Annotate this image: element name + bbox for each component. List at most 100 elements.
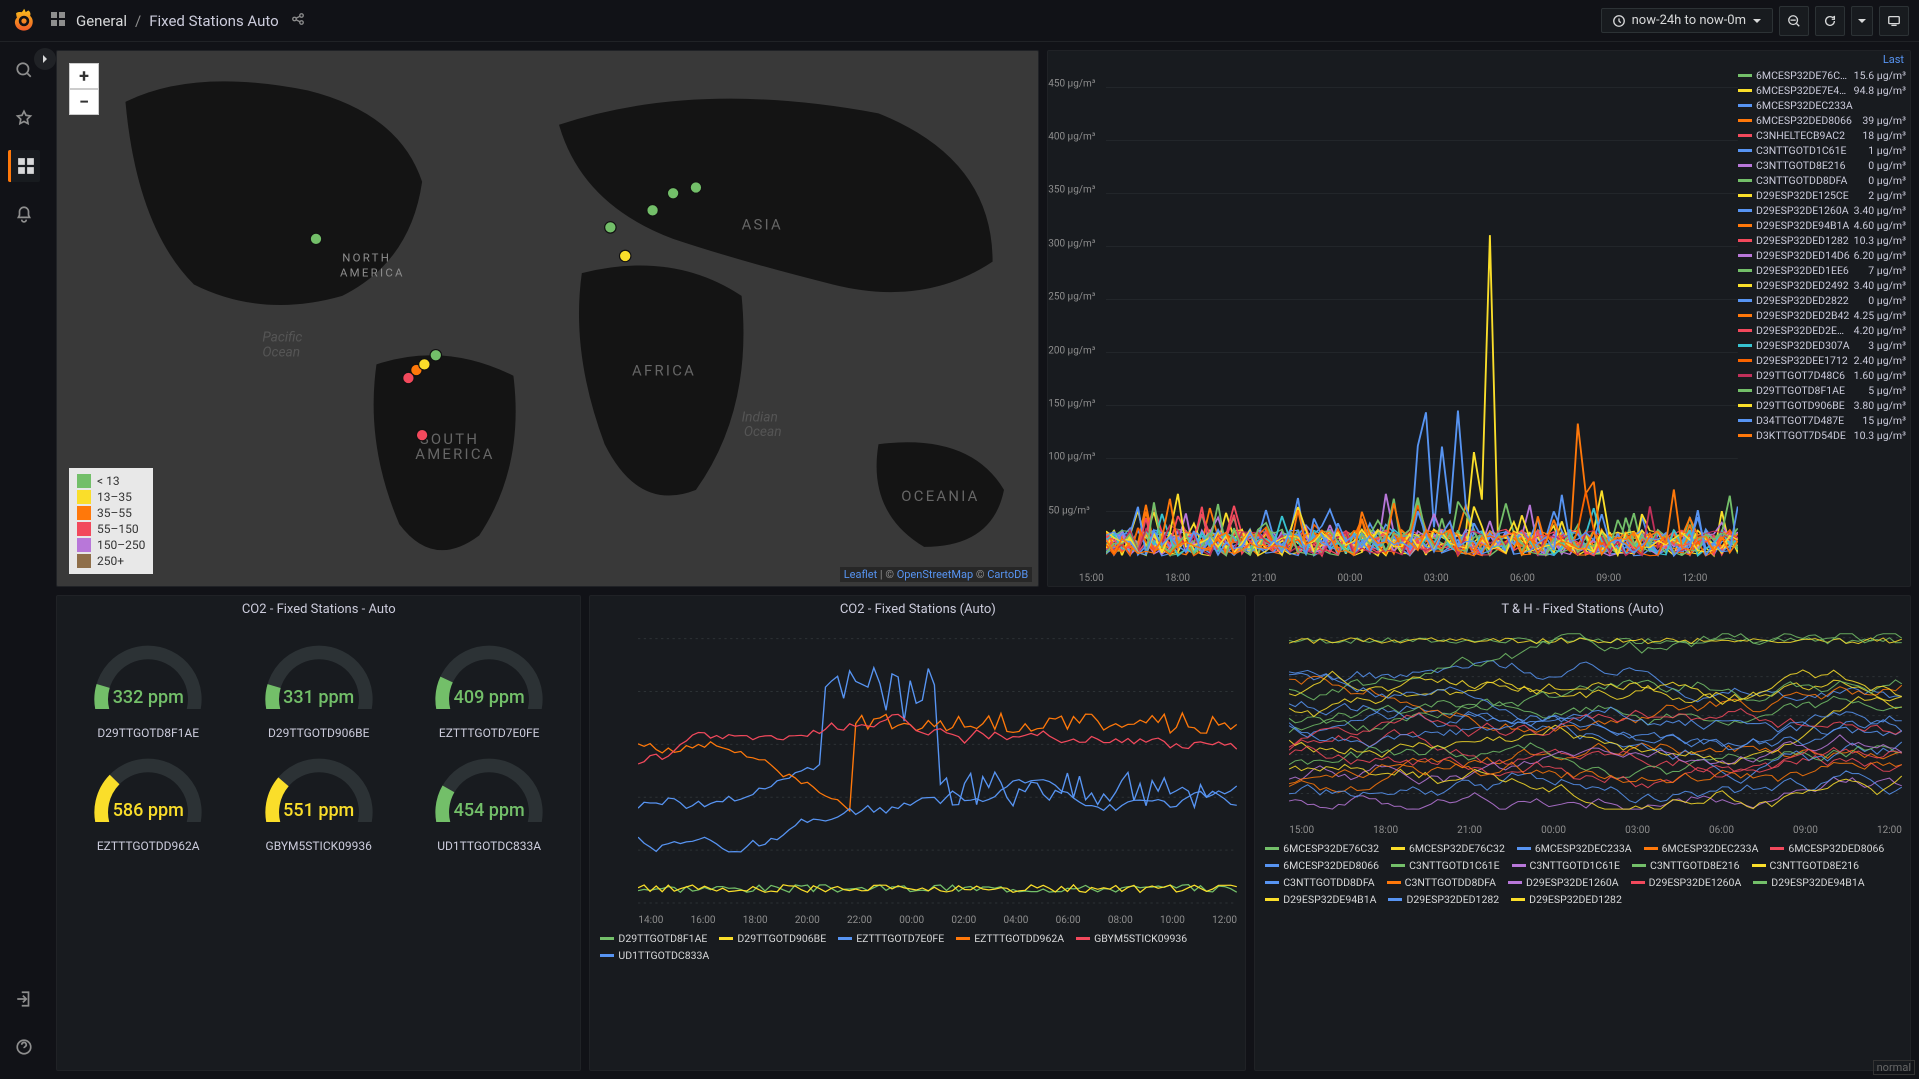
th-panel[interactable]: T & H - Fixed Stations (Auto) 15:0018:00… bbox=[1254, 595, 1911, 1071]
dashboard-icon[interactable] bbox=[50, 11, 66, 30]
pm-legend-row[interactable]: D3KTTGOT7D54DE10.3 µg/m³ bbox=[1738, 428, 1906, 443]
gauges-panel[interactable]: CO2 - Fixed Stations - Auto 332 ppm D29T… bbox=[56, 595, 581, 1071]
legend-item[interactable]: 6MCESP32DED8066 bbox=[1770, 842, 1884, 855]
legend-item[interactable]: D29TTGOTD906BE bbox=[719, 932, 826, 945]
gauge-value: 332 ppm bbox=[113, 687, 184, 708]
pm-legend-row[interactable]: 6MCESP32DE76C3215.6 µg/m³ bbox=[1738, 68, 1906, 83]
x-tick-label: 21:00 bbox=[1457, 825, 1482, 836]
legend-item[interactable]: D29TTGOTD8F1AE bbox=[600, 932, 707, 945]
refresh-button[interactable] bbox=[1815, 6, 1845, 36]
legend-item[interactable]: C3NTTGOTD1C61E bbox=[1391, 859, 1499, 872]
grafana-logo[interactable] bbox=[10, 7, 38, 35]
x-tick-label: 09:00 bbox=[1793, 825, 1818, 836]
map-point[interactable] bbox=[690, 182, 701, 193]
tv-mode-button[interactable] bbox=[1879, 6, 1909, 36]
pm-legend-row[interactable]: D34TTGOT7D487E15 µg/m³ bbox=[1738, 413, 1906, 428]
time-range-picker[interactable]: now-24h to now-0m bbox=[1601, 8, 1773, 33]
pm-legend-row[interactable]: D29ESP32DED307A3 µg/m³ bbox=[1738, 338, 1906, 353]
refresh-dropdown[interactable] bbox=[1851, 6, 1873, 36]
breadcrumb-folder[interactable]: General bbox=[76, 12, 127, 30]
legend-item[interactable]: GBYM5STICK09936 bbox=[1076, 932, 1187, 945]
map-zoom-in[interactable]: + bbox=[69, 63, 99, 89]
sidebar-starred[interactable] bbox=[8, 102, 40, 134]
pm-legend-row[interactable]: D29ESP32DE1260A3.40 µg/m³ bbox=[1738, 203, 1906, 218]
map-point[interactable] bbox=[416, 429, 427, 440]
pm-chart-panel[interactable]: 15:0018:0021:0000:0003:0006:0009:0012:00… bbox=[1047, 50, 1911, 587]
x-tick-label: 15:00 bbox=[1079, 573, 1104, 584]
pm-legend-row[interactable]: D29ESP32DE125CE2 µg/m³ bbox=[1738, 188, 1906, 203]
pm-legend-row[interactable]: D29ESP32DED1EE67 µg/m³ bbox=[1738, 263, 1906, 278]
sidebar-signin[interactable] bbox=[8, 983, 40, 1015]
legend-item[interactable]: C3NTTGOTD8E216 bbox=[1752, 859, 1860, 872]
pm-legend-row[interactable]: D29TTGOTD8F1AE5 µg/m³ bbox=[1738, 383, 1906, 398]
pm-legend-row[interactable]: 6MCESP32DED806639 µg/m³ bbox=[1738, 113, 1906, 128]
world-map[interactable]: NORTH AMERICA SOUTH AMERICA AFRICA ASIA … bbox=[57, 51, 1038, 586]
breadcrumb: General / Fixed Stations Auto bbox=[76, 12, 305, 30]
pm-legend-row[interactable]: D29TTGOTD906BE3.80 µg/m³ bbox=[1738, 398, 1906, 413]
map-point[interactable] bbox=[647, 205, 658, 216]
osm-link[interactable]: OpenStreetMap bbox=[897, 568, 973, 581]
map-point[interactable] bbox=[419, 359, 430, 370]
map-point[interactable] bbox=[605, 222, 616, 233]
pm-legend-row[interactable]: D29TTGOT7D48C61.60 µg/m³ bbox=[1738, 368, 1906, 383]
pm-legend-row[interactable]: C3NTTGOTD8E2160 µg/m³ bbox=[1738, 158, 1906, 173]
pm-legend-row[interactable]: D29ESP32DED128210.3 µg/m³ bbox=[1738, 233, 1906, 248]
breadcrumb-title[interactable]: Fixed Stations Auto bbox=[149, 12, 279, 30]
legend-item[interactable]: EZTTTGOTDD962A bbox=[956, 932, 1064, 945]
leaflet-link[interactable]: Leaflet bbox=[844, 568, 877, 581]
gauge-label: UD1TTGOTDC833A bbox=[437, 839, 541, 853]
legend-item[interactable]: D29ESP32DE94B1A bbox=[1265, 893, 1376, 906]
legend-item[interactable]: C3NTTGOTD8E216 bbox=[1632, 859, 1740, 872]
zoom-out-button[interactable] bbox=[1779, 6, 1809, 36]
sidebar-alerting[interactable] bbox=[8, 198, 40, 230]
pm-legend-row[interactable]: C3NTTGOTD1C61E1 µg/m³ bbox=[1738, 143, 1906, 158]
pm-legend-row[interactable]: D29ESP32DEE17122.40 µg/m³ bbox=[1738, 353, 1906, 368]
pm-legend-row[interactable]: D29ESP32DED2B424.25 µg/m³ bbox=[1738, 308, 1906, 323]
legend-item[interactable]: 6MCESP32DED8066 bbox=[1265, 859, 1379, 872]
pm-legend-row[interactable]: D29ESP32DED28220 µg/m³ bbox=[1738, 293, 1906, 308]
legend-item[interactable]: 6MCESP32DEC233A bbox=[1644, 842, 1759, 855]
legend-item[interactable]: D29ESP32DE1260A bbox=[1508, 876, 1619, 889]
map-zoom-out[interactable]: − bbox=[69, 89, 99, 115]
legend-item[interactable]: D29ESP32DED1282 bbox=[1511, 893, 1622, 906]
y-tick-label: 250 µg/m³ bbox=[1048, 292, 1050, 303]
legend-item[interactable]: 6MCESP32DEC233A bbox=[1517, 842, 1632, 855]
co2-line-panel[interactable]: CO2 - Fixed Stations (Auto) 14:0016:0018… bbox=[589, 595, 1246, 1071]
pm-legend-row[interactable]: D29ESP32DED2E9A4.20 µg/m³ bbox=[1738, 323, 1906, 338]
pm-legend-row[interactable]: C3NTTGOTDD8DFA0 µg/m³ bbox=[1738, 173, 1906, 188]
pm-legend-row[interactable]: D29ESP32DE94B1A4.60 µg/m³ bbox=[1738, 218, 1906, 233]
legend-item[interactable]: D29ESP32DED1282 bbox=[1388, 893, 1499, 906]
map-panel[interactable]: NORTH AMERICA SOUTH AMERICA AFRICA ASIA … bbox=[56, 50, 1039, 587]
map-point[interactable] bbox=[667, 187, 678, 198]
legend-item[interactable]: C3NTTGOTDD8DFA bbox=[1387, 876, 1496, 889]
pm-legend-row[interactable]: D29ESP32DED24923.40 µg/m³ bbox=[1738, 278, 1906, 293]
legend-item[interactable]: 6MCESP32DE76C32 bbox=[1265, 842, 1379, 855]
map-point[interactable] bbox=[619, 250, 630, 261]
legend-item[interactable]: C3NTTGOTD1C61E bbox=[1512, 859, 1620, 872]
pm-legend-row[interactable]: C3NHELTECB9AC218 µg/m³ bbox=[1738, 128, 1906, 143]
x-tick-label: 02:00 bbox=[951, 915, 976, 926]
th-title: T & H - Fixed Stations (Auto) bbox=[1255, 596, 1910, 623]
pm-legend-row[interactable]: 6MCESP32DE7E44E94.8 µg/m³ bbox=[1738, 83, 1906, 98]
y-tick-label: 20 bbox=[1254, 801, 1255, 812]
gauge-cell: 331 ppm D29TTGOTD906BE bbox=[235, 631, 401, 740]
legend-item[interactable]: D29ESP32DE1260A bbox=[1631, 876, 1742, 889]
svg-text:Ocean: Ocean bbox=[744, 424, 782, 440]
x-tick-label: 18:00 bbox=[743, 915, 768, 926]
legend-item[interactable]: 6MCESP32DE76C32 bbox=[1391, 842, 1505, 855]
legend-item[interactable]: EZTTTGOTD7E0FE bbox=[838, 932, 944, 945]
co2-line-title: CO2 - Fixed Stations (Auto) bbox=[590, 596, 1245, 623]
pm-legend-header: Last bbox=[1738, 53, 1906, 66]
map-point[interactable] bbox=[310, 233, 321, 244]
legend-item[interactable]: UD1TTGOTDC833A bbox=[600, 949, 709, 962]
pm-chart[interactable]: 15:0018:0021:0000:0003:0006:0009:0012:00… bbox=[1048, 51, 1738, 586]
legend-item[interactable]: D29ESP32DE94B1A bbox=[1753, 876, 1864, 889]
carto-link[interactable]: CartoDB bbox=[987, 568, 1028, 581]
pm-legend-row[interactable]: 6MCESP32DEC233A bbox=[1738, 98, 1906, 113]
pm-legend-row[interactable]: D29ESP32DED14D66.20 µg/m³ bbox=[1738, 248, 1906, 263]
sidebar-dashboards[interactable] bbox=[8, 150, 40, 182]
share-icon[interactable] bbox=[291, 12, 305, 30]
map-point[interactable] bbox=[430, 350, 441, 361]
legend-item[interactable]: C3NTTGOTDD8DFA bbox=[1265, 876, 1374, 889]
sidebar-help[interactable] bbox=[8, 1031, 40, 1063]
